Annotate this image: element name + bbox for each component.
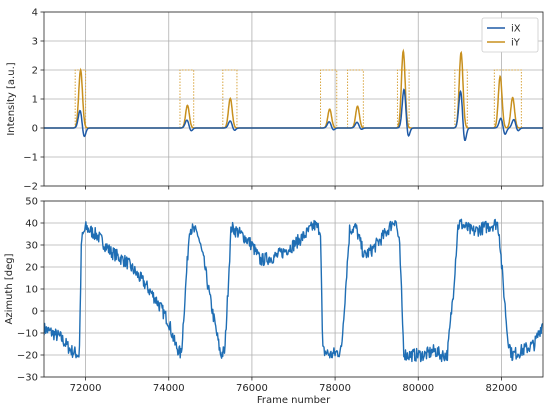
legend-label-iy: iY	[511, 38, 521, 49]
legend-label-ix: iX	[511, 24, 521, 35]
y-tick-label: 40	[25, 219, 38, 230]
intensity-x-ticks	[85, 186, 502, 190]
y-tick-label: −1	[23, 153, 38, 164]
azimuth-y-ticks: −30 −20 −10 0 10 20 30 40 50	[17, 197, 44, 384]
y-tick-label: −2	[23, 182, 38, 193]
y-tick-label: 0	[32, 307, 38, 318]
legend: iX iY	[481, 17, 539, 53]
y-tick-label: 0	[32, 124, 38, 135]
y-tick-label: 20	[25, 263, 38, 274]
window-box	[347, 69, 364, 128]
window-box	[320, 69, 338, 128]
azimuth-line	[44, 218, 543, 363]
x-tick-label: 82000	[486, 383, 518, 394]
x-tick-label: 72000	[70, 383, 102, 394]
x-tick-label: 78000	[319, 383, 351, 394]
y-tick-label: 1	[32, 95, 38, 106]
y-tick-label: 4	[32, 8, 38, 19]
y-tick-label: 10	[25, 285, 38, 296]
window-box	[396, 69, 410, 128]
y-tick-label: 50	[25, 197, 38, 208]
y-tick-label: −10	[17, 329, 38, 340]
intensity-panel: −2 −1 0 1 2 3 4 Intensity [a.u.] iX iY	[6, 8, 544, 193]
y-tick-label: 2	[32, 66, 38, 77]
x-tick-label: 80000	[402, 383, 434, 394]
window-box	[493, 69, 522, 128]
azimuth-series	[44, 218, 543, 363]
y-tick-label: −30	[17, 373, 38, 384]
x-tick-label: 74000	[153, 383, 185, 394]
intensity-y-ticks: −2 −1 0 1 2 3 4	[23, 8, 44, 193]
intensity-series	[44, 48, 543, 142]
y-tick-label: 30	[25, 241, 38, 252]
legend-box	[481, 17, 539, 53]
y-tick-label: −20	[17, 351, 38, 362]
y-tick-label: 3	[32, 37, 38, 48]
window-box	[454, 69, 468, 128]
azimuth-y-axis-label: Azimuth [deg]	[4, 253, 15, 324]
azimuth-x-ticks: 72000 74000 76000 78000 80000 82000	[70, 377, 518, 394]
series-ix-line	[44, 88, 543, 142]
x-tick-label: 76000	[236, 383, 268, 394]
azimuth-panel: −30 −20 −10 0 10 20 30 40 50 72000 74000 76000 7800…	[4, 197, 544, 406]
intensity-y-axis-label: Intensity [a.u.]	[6, 62, 17, 135]
x-axis-label: Frame number	[257, 395, 331, 406]
